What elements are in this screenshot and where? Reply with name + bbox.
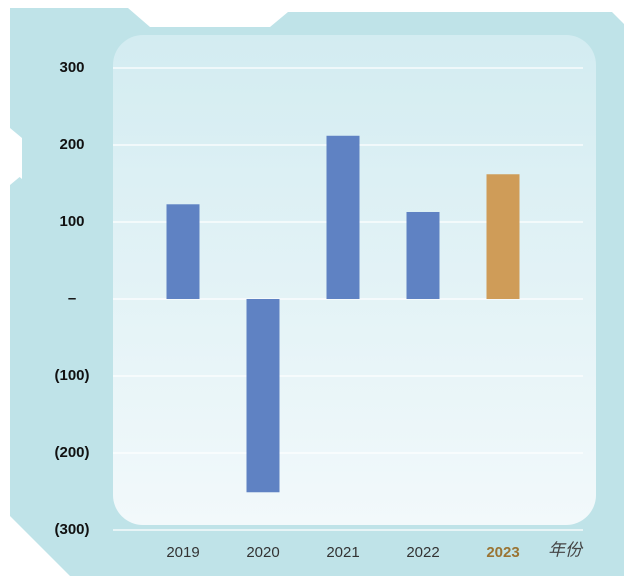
y-tick-label: 300 [59,59,84,76]
x-axis-label: 年份 [548,540,584,559]
x-tick-label: 2021 [326,544,359,561]
bar [246,299,280,493]
y-tick-label: (100) [54,367,89,384]
y-tick-label: 200 [59,136,84,153]
bar [166,204,200,299]
x-tick-label: 2022 [406,544,439,561]
bar [326,135,360,299]
y-tick-label: (200) [54,444,89,461]
y-tick-label: – [68,290,76,307]
x-tick-label: 2020 [246,544,279,561]
x-tick-label: 2019 [166,544,199,561]
frame-stripes [10,128,22,179]
bar [486,174,520,299]
bar [406,211,440,299]
y-tick-label: 100 [59,213,84,230]
x-tick-label: 2023 [486,544,519,561]
y-tick-label: (300) [54,521,89,538]
